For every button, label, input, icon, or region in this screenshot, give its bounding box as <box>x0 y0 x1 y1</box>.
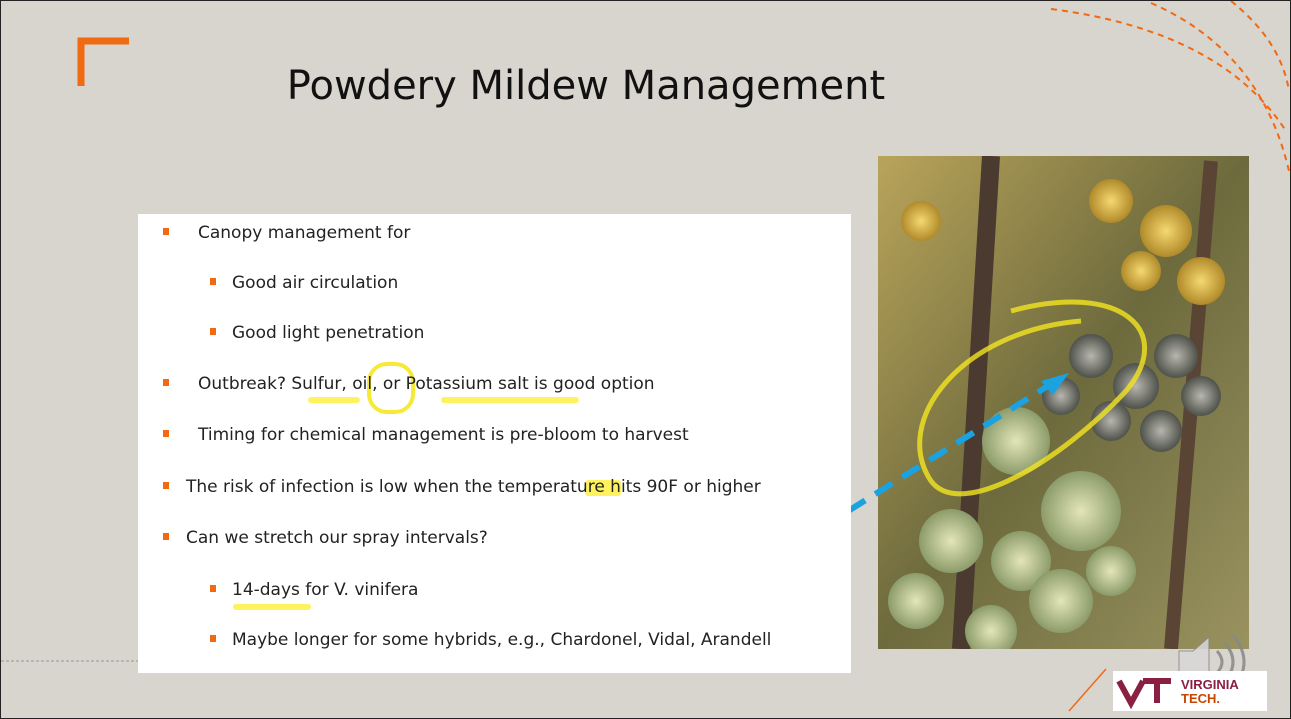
bullet-text: Timing for chemical management is pre-bl… <box>198 425 689 445</box>
bullet-text: Canopy management for <box>198 223 410 243</box>
logo-text: TECH. <box>1181 692 1220 705</box>
bullet-marker <box>163 379 169 386</box>
bullet-text: The risk of infection is low when the te… <box>186 477 761 497</box>
bullet-marker <box>210 585 216 592</box>
bullet-text: Maybe longer for some hybrids, e.g., Cha… <box>232 630 771 650</box>
bullet-text: Outbreak? Sulfur, oil, or Potassium salt… <box>198 374 655 394</box>
bullet-marker <box>210 278 216 285</box>
bullet-marker <box>210 635 216 642</box>
bullet-text: Good light penetration <box>232 323 424 343</box>
bullet-marker <box>163 482 169 489</box>
logo-mark <box>1113 671 1177 711</box>
bullet-list: Canopy management for Good air circulatio… <box>138 214 851 673</box>
logo-text: VIRGINIA <box>1181 678 1239 691</box>
bullet-marker <box>210 328 216 335</box>
slide: Powdery Mildew Management Canopy managem… <box>0 0 1291 719</box>
bullet-marker <box>163 430 169 437</box>
bullet-text: Can we stretch our spray intervals? <box>186 528 488 548</box>
slide-title: Powdery Mildew Management <box>181 63 991 109</box>
logo: VIRGINIA TECH. <box>1113 671 1267 711</box>
bullet-text: 14-days for V. vinifera <box>232 580 418 600</box>
bullet-marker <box>163 228 169 235</box>
bullet-marker <box>163 533 169 540</box>
bullet-text: Good air circulation <box>232 273 398 293</box>
